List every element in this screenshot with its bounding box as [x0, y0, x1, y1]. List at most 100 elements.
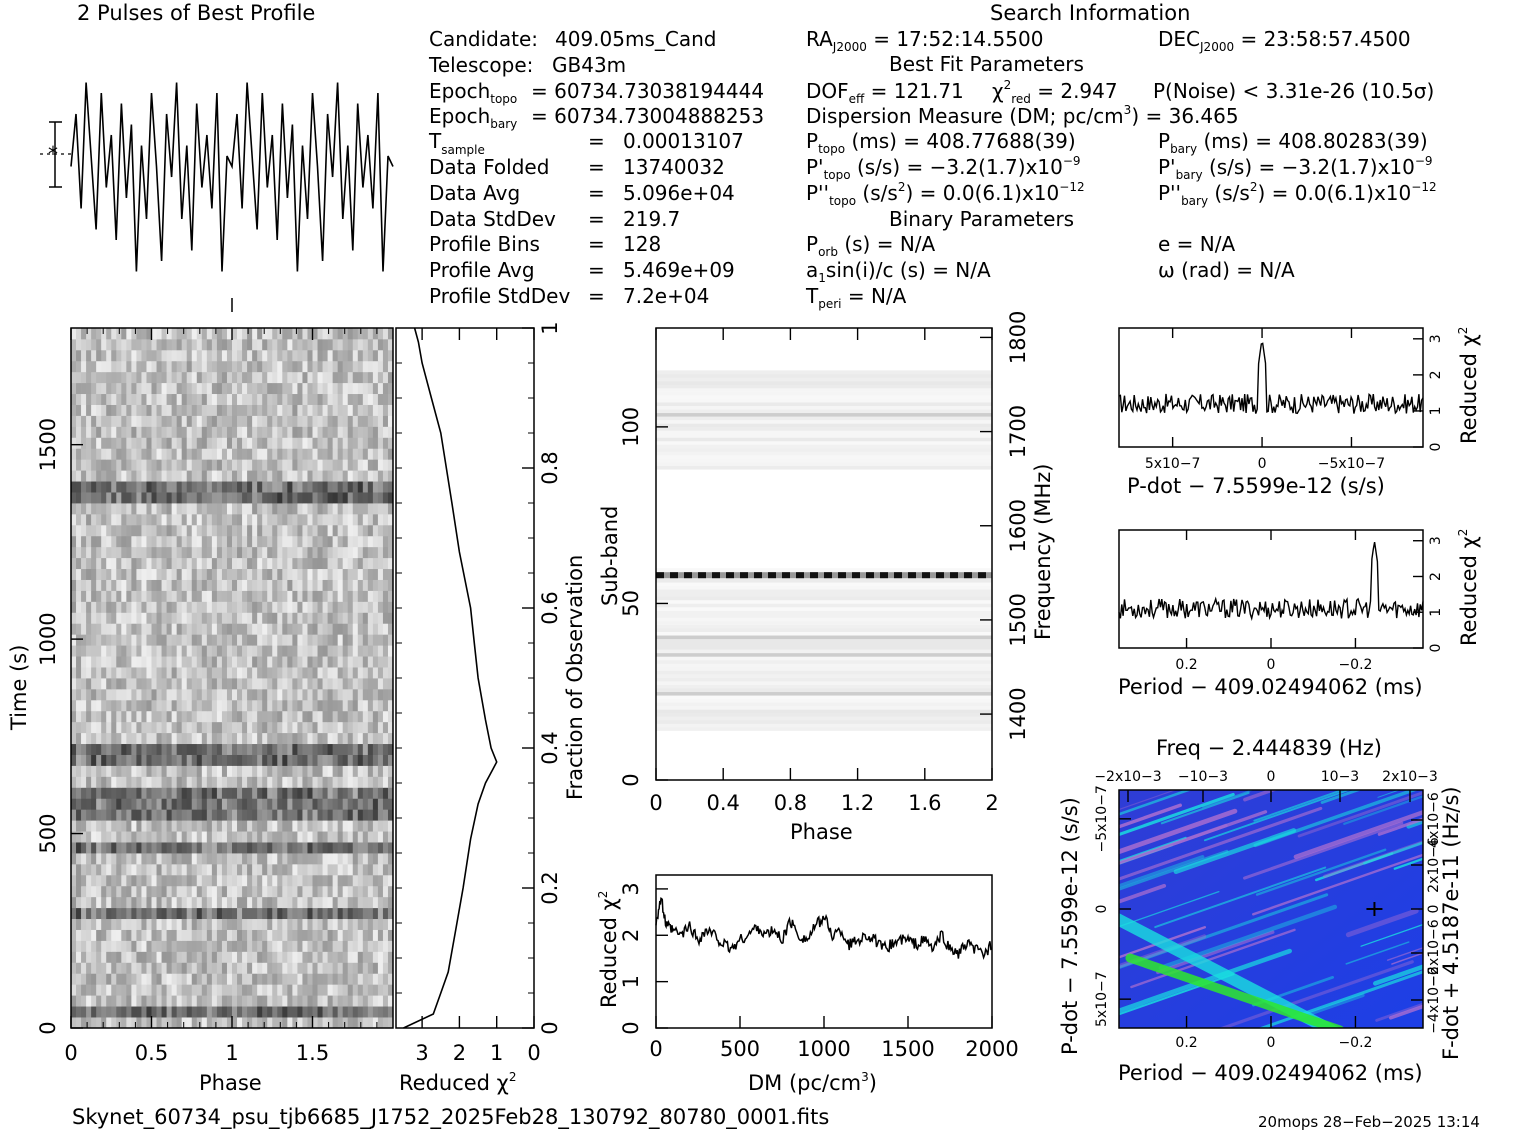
- time-phase-cell: [176, 338, 183, 351]
- time-phase-cell: [191, 546, 198, 559]
- time-phase-cell: [216, 623, 223, 635]
- time-phase-cell: [216, 470, 223, 482]
- time-phase-cell: [372, 863, 379, 876]
- time-phase-cell: [287, 393, 293, 405]
- time-phase-cell: [247, 699, 253, 712]
- time-phase-cell: [382, 798, 389, 810]
- subband-pulse-dash: [670, 572, 678, 579]
- time-phase-cell: [101, 918, 107, 930]
- time-phase-cell: [81, 754, 87, 766]
- time-phase-cell: [282, 885, 288, 898]
- time-phase-cell: [166, 820, 173, 832]
- time-phase-cell: [252, 393, 258, 405]
- time-phase-cell: [96, 896, 102, 909]
- period-chi2-frame: [1118, 529, 1424, 649]
- time-phase-cell: [161, 393, 167, 405]
- time-phase-cell: [171, 995, 178, 1007]
- time-phase-cell: [216, 995, 223, 1007]
- time-phase-cell: [161, 710, 167, 723]
- pbary-text: Pbary (ms) = 408.80283(39): [1158, 129, 1428, 156]
- time-phase-cell: [352, 524, 359, 537]
- time-phase-cell: [312, 448, 318, 460]
- time-phase-cell: [156, 1017, 162, 1028]
- time-phase-cell: [221, 503, 228, 515]
- time-phase-cell: [206, 459, 213, 471]
- time-phase-cell: [201, 448, 208, 460]
- time-phase-cell: [166, 568, 173, 580]
- time-phase-cell: [297, 404, 303, 416]
- time-phase-cell: [257, 634, 263, 646]
- time-phase-cell: [156, 459, 162, 471]
- time-phase-cell: [367, 732, 374, 745]
- time-phase-cell: [176, 360, 183, 373]
- time-phase-cell: [277, 743, 283, 755]
- time-phase-cell: [282, 546, 288, 559]
- time-phase-cell: [297, 382, 303, 395]
- time-phase-cell: [126, 699, 132, 712]
- time-phase-cell: [156, 524, 162, 537]
- time-phase-cell: [216, 667, 223, 679]
- time-phase-cell: [297, 481, 303, 493]
- time-phase-cell: [126, 863, 132, 876]
- time-phase-cell: [337, 667, 344, 679]
- time-phase-cell: [262, 1006, 268, 1018]
- time-phase-cell: [307, 710, 313, 723]
- time-phase-cell: [216, 459, 223, 471]
- time-phase-cell: [297, 360, 303, 373]
- time-phase-cell: [267, 667, 273, 679]
- time-phase-cell: [362, 623, 369, 635]
- time-phase-cell: [141, 349, 147, 362]
- ppdot-streak: [1363, 841, 1423, 865]
- time-phase-cell: [342, 382, 349, 395]
- time-phase-cell: [181, 612, 188, 624]
- time-phase-cell: [111, 721, 117, 734]
- time-phase-cell: [387, 338, 393, 351]
- time-phase-cell: [232, 1017, 238, 1028]
- time-phase-cell: [317, 459, 323, 471]
- time-phase-cell: [377, 360, 384, 373]
- subband-row: [656, 649, 992, 654]
- time-phase-cell: [352, 503, 359, 515]
- time-phase-cell: [106, 678, 112, 690]
- time-phase-cell: [282, 863, 288, 876]
- time-phase-cell: [226, 787, 233, 799]
- period-chi2-series-line: [1118, 541, 1424, 622]
- time-phase-cell: [101, 371, 107, 384]
- time-phase-cell: [337, 721, 344, 734]
- time-phase-cell: [277, 798, 283, 810]
- time-phase-cell: [272, 918, 278, 930]
- time-phase-cell: [171, 371, 178, 384]
- subband-row: [656, 652, 992, 657]
- time-phase-cell: [252, 962, 258, 974]
- time-phase-cell: [121, 809, 127, 821]
- time-phase-cell: [116, 601, 122, 613]
- time-phase-cell: [116, 907, 122, 920]
- time-phase-cell: [206, 995, 213, 1007]
- time-phase-cell: [151, 557, 157, 570]
- time-phase-cell: [372, 853, 379, 865]
- time-phase-cell: [307, 590, 313, 602]
- time-phase-cell: [226, 962, 233, 974]
- time-phase-cell: [186, 874, 193, 887]
- time-phase-cell: [257, 995, 263, 1007]
- time-phase-cell: [377, 667, 384, 679]
- time-phase-cell: [81, 863, 87, 876]
- time-phase-cell: [116, 710, 122, 723]
- time-phase-cell: [136, 557, 142, 570]
- time-phase-cell: [216, 885, 223, 898]
- ppdot-streak: [1119, 883, 1167, 904]
- time-phase-cell: [327, 656, 334, 668]
- time-phase-cell: [141, 874, 147, 887]
- pdot-chi2-series-line: [1118, 342, 1424, 415]
- time-phase-cell: [317, 776, 323, 788]
- time-phase-cell: [237, 853, 243, 865]
- time-phase-cell: [382, 918, 389, 930]
- time-phase-cell: [101, 448, 107, 460]
- time-phase-cell: [342, 754, 349, 766]
- time-phase-cell: [272, 470, 278, 482]
- time-phase-cell: [86, 503, 92, 515]
- time-phase-cell: [196, 787, 203, 799]
- time-phase-cell: [106, 590, 112, 602]
- time-phase-cell: [312, 940, 318, 952]
